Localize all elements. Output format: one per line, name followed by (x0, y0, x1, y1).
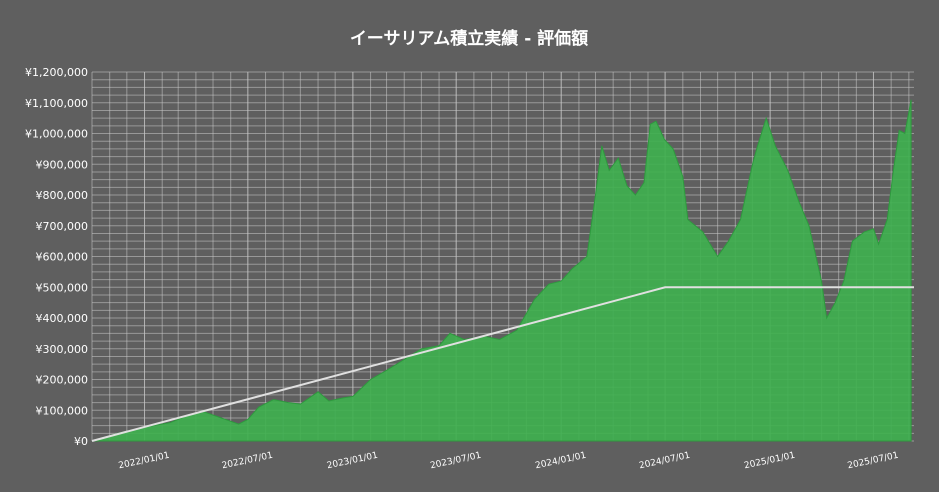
x-tick-label: 2025/01/01 (743, 451, 796, 472)
x-tick-label: 2024/01/01 (534, 451, 587, 472)
valuation-area (91, 99, 912, 442)
y-tick-label: ¥600,000 (36, 251, 89, 264)
chart-title: イーサリアム積立実績 - 評価額 (350, 28, 588, 49)
invested-line-layer (91, 286, 914, 442)
y-tick-label: ¥800,000 (36, 189, 89, 202)
x-tick-label: 2022/07/01 (221, 451, 274, 472)
y-tick-label: ¥1,200,000 (25, 66, 88, 79)
plot-area (91, 99, 912, 442)
y-tick-label: ¥300,000 (36, 343, 89, 356)
x-tick-label: 2025/07/01 (847, 451, 900, 472)
x-tick-label: 2023/01/01 (326, 451, 379, 472)
invested-amount-line (91, 286, 914, 442)
y-axis-ticks: ¥0 ¥100,000 ¥200,000 ¥300,000 ¥400,000 ¥500,0… (25, 66, 88, 448)
y-tick-label: ¥1,100,000 (25, 97, 88, 110)
y-tick-label: ¥500,000 (36, 281, 89, 294)
y-tick-label: ¥400,000 (36, 312, 89, 325)
x-tick-label: 2022/01/01 (118, 451, 171, 472)
x-axis-ticks: 2022/01/01 2022/07/01 2023/01/01 2023/07/01… (118, 451, 900, 472)
y-tick-label: ¥200,000 (36, 374, 89, 387)
x-tick-label: 2024/07/01 (638, 451, 691, 472)
x-tick-label: 2023/07/01 (429, 451, 482, 472)
y-tick-label: ¥900,000 (36, 158, 89, 171)
y-tick-label: ¥700,000 (36, 220, 89, 233)
y-tick-label: ¥100,000 (36, 404, 89, 417)
y-tick-label: ¥0 (74, 435, 88, 448)
y-tick-label: ¥1,000,000 (25, 128, 88, 141)
